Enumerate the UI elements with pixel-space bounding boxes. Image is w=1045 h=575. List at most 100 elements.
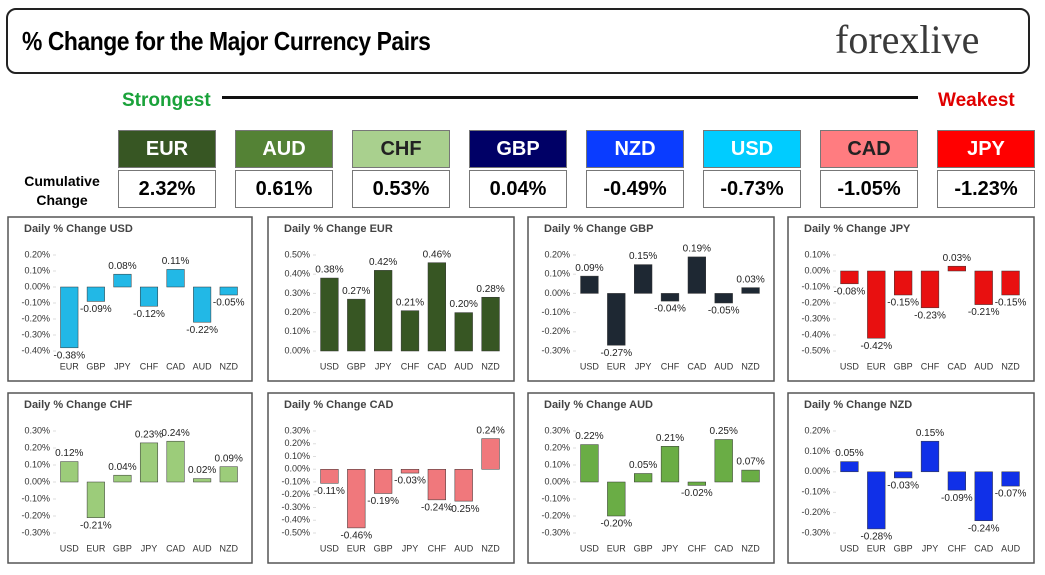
- bar: [894, 270, 913, 296]
- y-tick-label: 0.30%: [24, 425, 50, 435]
- bar: [347, 469, 366, 529]
- bar: [454, 469, 473, 502]
- y-tick-label: -0.30%: [541, 527, 570, 537]
- y-tick-label: 0.00%: [284, 464, 310, 474]
- x-tick-label: USD: [320, 543, 340, 553]
- x-tick-label: NZD: [219, 543, 238, 553]
- y-tick-label: -0.30%: [541, 345, 570, 355]
- bar: [166, 269, 185, 288]
- x-tick-label: CAD: [166, 543, 186, 553]
- x-tick-label: CAD: [687, 361, 707, 371]
- bar: [920, 440, 940, 473]
- y-tick-label: 0.10%: [284, 451, 310, 461]
- value-label: -0.28%: [860, 532, 892, 543]
- bar: [920, 270, 940, 309]
- currency-name: NZD: [586, 130, 684, 168]
- value-label: -0.05%: [708, 306, 740, 317]
- value-label: -0.03%: [394, 476, 426, 487]
- y-tick-label: 0.20%: [24, 442, 50, 452]
- x-tick-label: CHF: [428, 543, 447, 553]
- bar: [219, 466, 238, 483]
- x-tick-label: USD: [840, 543, 860, 553]
- bar: [427, 262, 446, 352]
- value-label: 0.11%: [162, 256, 190, 267]
- value-label: 0.28%: [476, 284, 504, 295]
- y-tick-label: 0.10%: [804, 249, 830, 259]
- y-tick-label: 0.00%: [804, 466, 830, 476]
- y-tick-label: -0.40%: [801, 329, 830, 339]
- y-tick-label: -0.50%: [801, 345, 830, 355]
- value-label: 0.38%: [315, 265, 343, 276]
- value-label: 0.15%: [629, 251, 657, 262]
- cumulative-value: -0.73%: [703, 170, 801, 208]
- y-tick-label: -0.10%: [801, 487, 830, 497]
- x-tick-label: CHF: [661, 361, 680, 371]
- value-label: -0.21%: [968, 307, 1000, 318]
- x-tick-label: AUD: [193, 361, 213, 371]
- value-label: 0.03%: [943, 253, 971, 264]
- y-tick-label: 0.20%: [284, 438, 310, 448]
- x-tick-label: AUD: [714, 361, 734, 371]
- bar: [320, 469, 339, 484]
- y-tick-label: 0.10%: [284, 326, 310, 336]
- y-tick-label: -0.20%: [21, 510, 50, 520]
- chart-title: Daily % Change CAD: [284, 399, 393, 411]
- chart-title: Daily % Change AUD: [544, 399, 653, 411]
- y-tick-label: 0.00%: [544, 476, 570, 486]
- y-tick-label: 0.50%: [284, 249, 310, 259]
- y-tick-label: -0.20%: [21, 313, 50, 323]
- chart-title: Daily % Change GBP: [544, 223, 653, 235]
- bar: [867, 471, 886, 530]
- bar: [947, 471, 966, 491]
- x-tick-label: NZD: [481, 543, 500, 553]
- chart-title: Daily % Change CHF: [24, 399, 132, 411]
- value-label: -0.08%: [834, 286, 866, 297]
- x-tick-label: CAD: [166, 361, 186, 371]
- bar: [714, 293, 733, 304]
- y-tick-label: 0.30%: [284, 425, 310, 435]
- bar: [60, 286, 79, 349]
- chart-panel: [7, 216, 253, 382]
- x-tick-label: AUD: [454, 361, 474, 371]
- value-label: -0.05%: [213, 298, 245, 309]
- y-tick-label: 0.00%: [544, 288, 570, 298]
- chart-panel: [527, 216, 775, 382]
- chart-panel: [787, 216, 1035, 382]
- y-tick-label: -0.30%: [801, 527, 830, 537]
- value-label: -0.22%: [186, 325, 218, 336]
- bar: [840, 461, 859, 473]
- bar: [139, 442, 159, 483]
- weakest-label: Weakest: [938, 90, 1015, 111]
- bar: [1001, 270, 1020, 296]
- y-tick-label: 0.20%: [544, 442, 570, 452]
- y-tick-label: -0.20%: [281, 489, 310, 499]
- value-label: -0.24%: [421, 502, 453, 513]
- x-tick-label: CHF: [688, 543, 707, 553]
- y-tick-label: 0.30%: [284, 288, 310, 298]
- bar: [481, 296, 500, 352]
- value-label: 0.09%: [215, 453, 243, 464]
- bar: [580, 275, 599, 294]
- bar: [607, 293, 626, 346]
- bar: [660, 446, 680, 483]
- value-label: -0.21%: [80, 520, 112, 531]
- y-tick-label: 0.10%: [804, 446, 830, 456]
- bar: [374, 469, 393, 494]
- currency-name: CAD: [820, 130, 918, 168]
- x-tick-label: EUR: [607, 543, 627, 553]
- bar: [840, 270, 859, 285]
- value-label: -0.07%: [995, 489, 1027, 500]
- x-tick-label: EUR: [867, 361, 887, 371]
- currency-name: USD: [703, 130, 801, 168]
- value-label: -0.42%: [860, 341, 892, 352]
- x-tick-label: JPY: [375, 361, 392, 371]
- chart-title: Daily % Change NZD: [804, 399, 912, 411]
- value-label: -0.23%: [914, 310, 946, 321]
- x-tick-label: CHF: [948, 543, 967, 553]
- value-label: 0.15%: [916, 428, 944, 439]
- value-label: 0.24%: [476, 425, 504, 436]
- header-box: [6, 8, 1030, 74]
- value-label: 0.25%: [710, 426, 738, 437]
- y-tick-label: -0.10%: [21, 493, 50, 503]
